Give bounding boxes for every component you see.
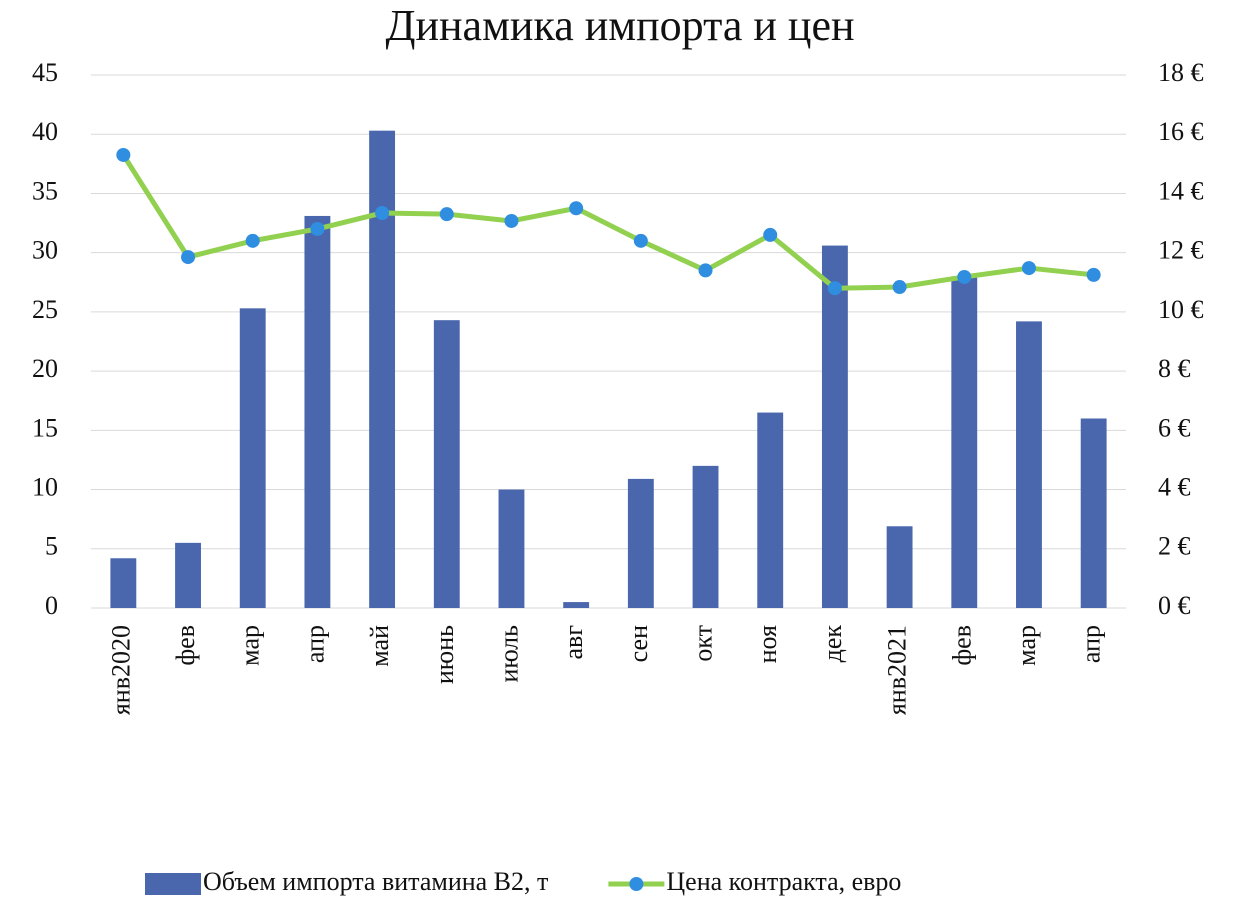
line-marker — [310, 221, 325, 236]
y2-tick-label: 14 € — [1158, 176, 1204, 205]
x-tick-label: янв2021 — [883, 625, 912, 715]
x-tick-label: апр — [300, 625, 329, 663]
line-marker — [569, 201, 584, 216]
y2-tick-label: 12 € — [1158, 236, 1204, 265]
line-marker — [181, 250, 196, 265]
line — [121, 153, 1094, 291]
y-tick-label: 40 — [32, 117, 58, 146]
y2-tick-label: 8 € — [1158, 354, 1191, 383]
y-tick-label: 20 — [32, 354, 58, 383]
bar — [433, 320, 460, 608]
y-tick-label: 35 — [32, 176, 58, 205]
bar — [563, 602, 590, 608]
line-marker — [827, 281, 842, 296]
line-marker — [633, 233, 648, 248]
y2-tick-label: 16 € — [1158, 117, 1204, 146]
bar — [821, 245, 848, 608]
y-tick-label: 45 — [32, 58, 58, 87]
bar — [239, 308, 266, 608]
x-tick-label: фев — [171, 625, 200, 666]
legend-marker — [629, 877, 644, 891]
y2-tick-label: 0 € — [1158, 591, 1191, 620]
line-marker — [1086, 267, 1101, 282]
x-tick-label: авг — [559, 625, 588, 659]
bar — [304, 215, 331, 608]
legend-label: Объем импорта витамина В2, т — [203, 867, 548, 896]
bar — [369, 130, 396, 608]
legend-label: Цена контракта, евро — [666, 867, 901, 896]
x-tick-label: мар — [1012, 625, 1041, 666]
y-tick-label: 0 — [45, 591, 58, 620]
x-tick-label: июль — [494, 625, 523, 683]
x-tick-label: май — [365, 625, 394, 667]
line-marker — [116, 147, 131, 162]
bar — [1016, 321, 1042, 608]
x-tick-label: дек — [818, 625, 847, 663]
y-tick-label: 30 — [32, 236, 58, 265]
chart-title: Динамика импорта и цен — [385, 1, 854, 50]
line-marker — [245, 233, 260, 248]
bar — [692, 465, 719, 608]
x-tick-label: янв2020 — [106, 625, 135, 715]
y2-tick-label: 18 € — [1158, 58, 1204, 87]
line-marker — [763, 227, 778, 242]
line-marker — [439, 207, 454, 222]
x-tick-label: ноя — [753, 625, 782, 663]
line-marker — [504, 213, 519, 228]
x-tick-label: июнь — [430, 625, 459, 684]
line-marker — [892, 280, 907, 295]
y-tick-label: 10 — [32, 473, 58, 502]
x-tick-label: фев — [947, 625, 976, 666]
bar — [627, 478, 654, 608]
y2-tick-label: 4 € — [1158, 473, 1191, 502]
bar — [1080, 418, 1107, 608]
y-tick-label: 5 — [45, 532, 58, 561]
bar — [951, 276, 978, 608]
x-tick-label: окт — [689, 625, 718, 662]
line-marker — [957, 269, 972, 284]
bar — [175, 542, 201, 608]
y-tick-label: 15 — [32, 413, 58, 442]
bar — [110, 558, 137, 608]
x-tick-label: мар — [236, 625, 265, 666]
y2-tick-label: 2 € — [1158, 532, 1191, 561]
x-tick-label: апр — [1077, 625, 1106, 663]
line-marker — [375, 205, 390, 220]
line-marker — [1021, 261, 1036, 276]
line-marker — [698, 263, 713, 278]
legend-swatch — [145, 873, 201, 895]
bar — [757, 412, 784, 608]
y-tick-label: 25 — [32, 295, 58, 324]
x-tick-label: сен — [624, 625, 653, 662]
y2-tick-label: 10 € — [1158, 295, 1204, 324]
y2-tick-label: 6 € — [1158, 413, 1191, 442]
bar — [886, 526, 913, 608]
bar — [498, 489, 525, 608]
